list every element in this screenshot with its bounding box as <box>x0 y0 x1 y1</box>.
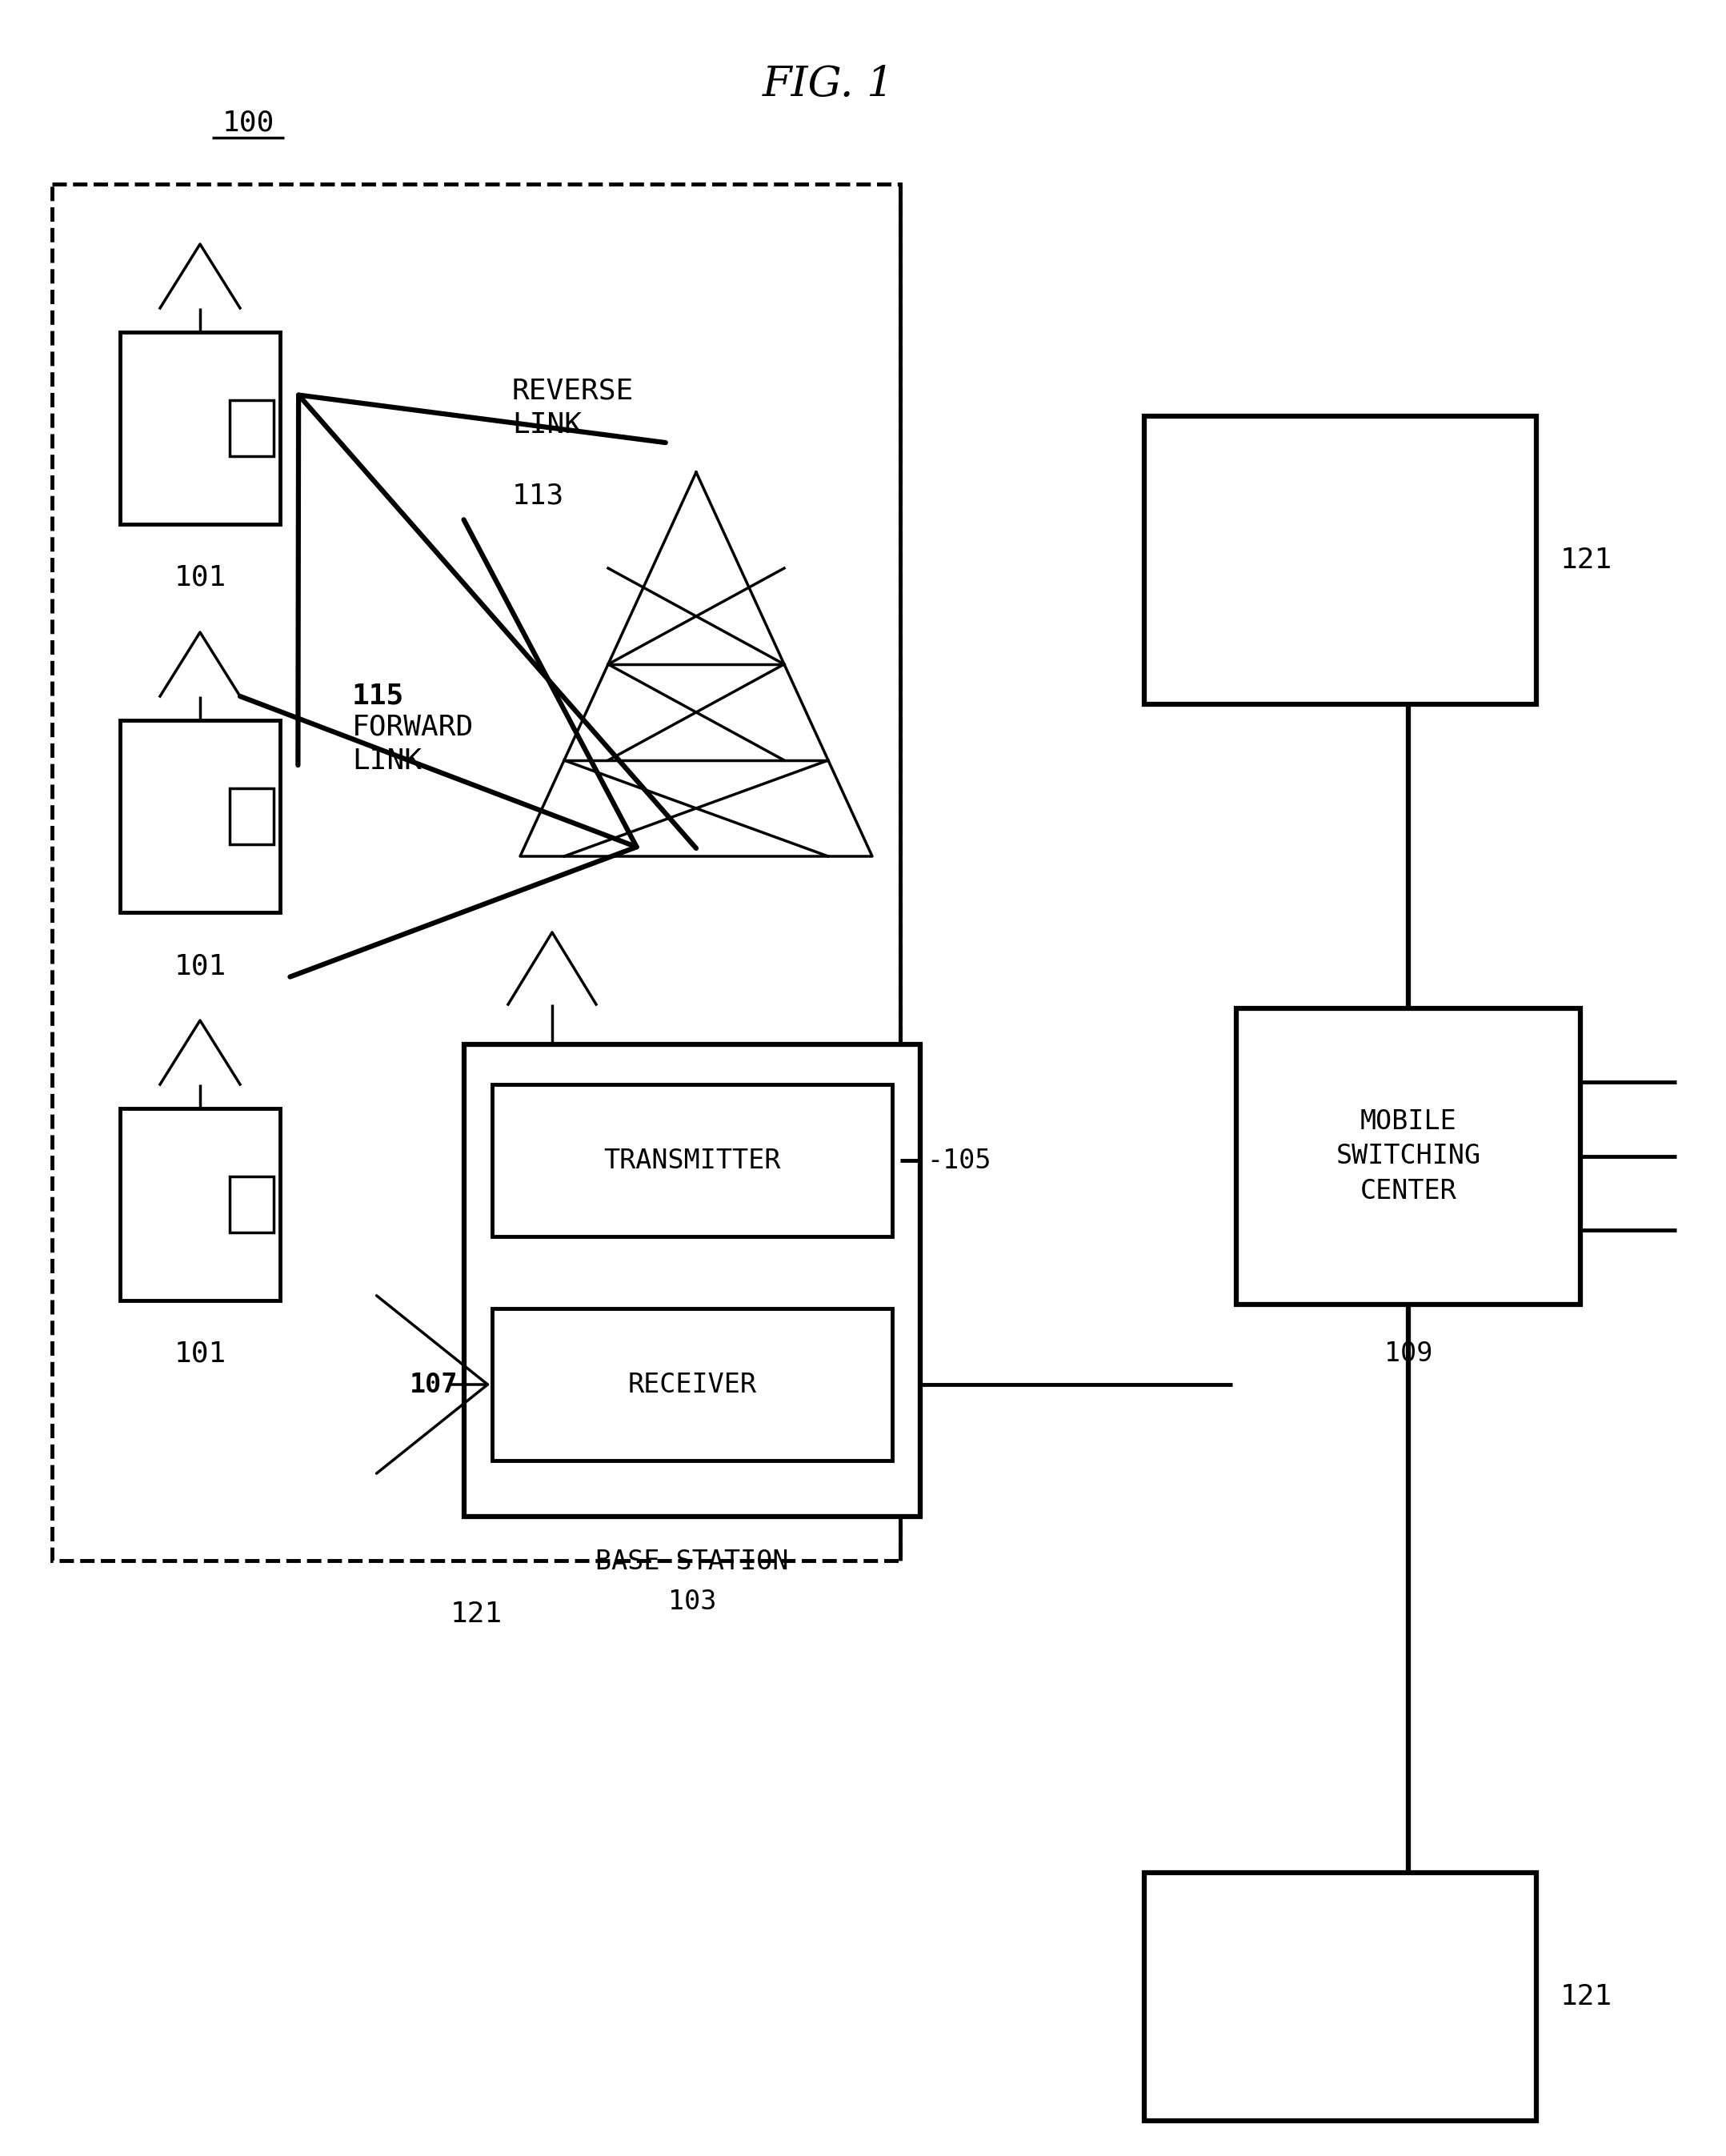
Bar <box>121 720 280 912</box>
Text: 121: 121 <box>1560 548 1612 573</box>
Text: 109: 109 <box>1384 1341 1433 1367</box>
Text: 101: 101 <box>174 565 226 591</box>
Text: FORWARD
LINK: FORWARD LINK <box>352 714 475 774</box>
Text: REVERSE
LINK: REVERSE LINK <box>513 377 633 438</box>
Text: FIG. 1: FIG. 1 <box>763 65 894 106</box>
Bar <box>492 1309 892 1460</box>
Bar <box>121 332 280 524</box>
Bar <box>230 789 274 845</box>
Bar <box>121 1108 280 1300</box>
Text: BASE STATION: BASE STATION <box>595 1548 789 1576</box>
Bar <box>230 1177 274 1233</box>
Bar <box>464 1044 920 1516</box>
Bar <box>230 401 274 457</box>
Text: 100: 100 <box>223 108 274 136</box>
Text: TRANSMITTER: TRANSMITTER <box>604 1147 780 1173</box>
Text: 101: 101 <box>174 953 226 979</box>
Text: 121: 121 <box>1560 1984 1612 2009</box>
Bar <box>1236 1009 1581 1304</box>
Text: 107: 107 <box>409 1371 457 1397</box>
Text: RECEIVER: RECEIVER <box>628 1371 756 1397</box>
Text: MOBILE
SWITCHING
CENTER: MOBILE SWITCHING CENTER <box>1336 1108 1481 1205</box>
Text: 103: 103 <box>668 1589 716 1615</box>
Text: -105: -105 <box>927 1147 991 1173</box>
Text: 113: 113 <box>513 483 564 509</box>
Bar <box>1144 416 1536 705</box>
Bar <box>1144 1874 1536 2122</box>
Bar <box>492 1084 892 1235</box>
Text: 115: 115 <box>352 683 404 709</box>
Text: 121: 121 <box>450 1600 502 1628</box>
Bar <box>52 183 901 1561</box>
Text: 101: 101 <box>174 1341 226 1367</box>
